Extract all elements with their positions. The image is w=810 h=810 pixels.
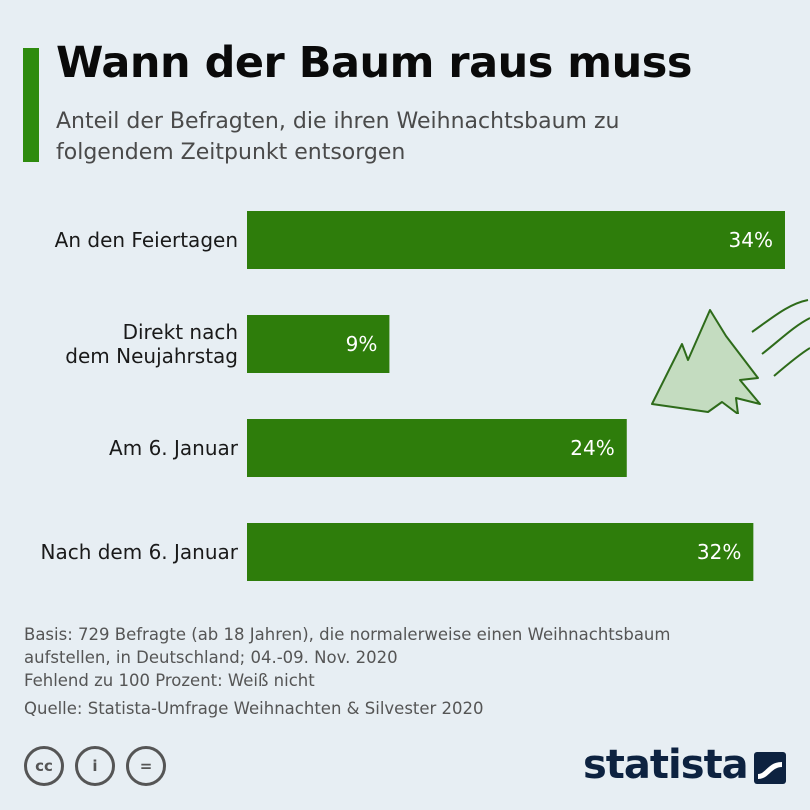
statista-mark-icon xyxy=(753,752,786,784)
note-basis-line-1: Basis: 729 Befragte (ab 18 Jahren), die … xyxy=(24,625,671,644)
bar-1 xyxy=(247,315,390,373)
bar-2 xyxy=(247,419,627,477)
no-derivatives-icon[interactable]: = xyxy=(126,746,166,786)
category-label-3-0: Nach dem 6. Januar xyxy=(40,540,238,564)
creative-commons-icon[interactable]: cc xyxy=(24,746,64,786)
attribution-icon[interactable]: i xyxy=(75,746,115,786)
bar-0 xyxy=(247,211,785,269)
category-label-0-0: An den Feiertagen xyxy=(55,228,238,252)
chart-title: Wann der Baum raus muss xyxy=(56,38,692,88)
note-source: Quelle: Statista-Umfrage Weihnachten & S… xyxy=(24,699,484,718)
category-label-2-0: Am 6. Januar xyxy=(109,436,239,460)
value-label-1: 9% xyxy=(346,332,378,356)
license-icons: cc i = xyxy=(24,746,166,786)
category-label-1-1: dem Neujahrstag xyxy=(65,344,238,368)
note-basis-line-2: aufstellen, in Deutschland; 04.-09. Nov.… xyxy=(24,648,398,667)
bar-3 xyxy=(247,523,754,581)
chart-subtitle: Anteil der Befragten, die ihren Weihnach… xyxy=(56,109,620,165)
statista-logo[interactable]: statista xyxy=(583,742,786,788)
christmas-tree-icon xyxy=(651,299,810,414)
category-label-1-0: Direkt nach xyxy=(123,320,238,344)
value-label-2: 24% xyxy=(570,436,614,460)
value-label-3: 32% xyxy=(697,540,741,564)
value-label-0: 34% xyxy=(729,228,773,252)
note-missing: Fehlend zu 100 Prozent: Weiß nicht xyxy=(24,671,315,690)
brand-name: statista xyxy=(583,742,749,788)
title-accent-bar xyxy=(23,48,39,162)
chart-notes: Basis: 729 Befragte (ab 18 Jahren), die … xyxy=(24,623,794,720)
